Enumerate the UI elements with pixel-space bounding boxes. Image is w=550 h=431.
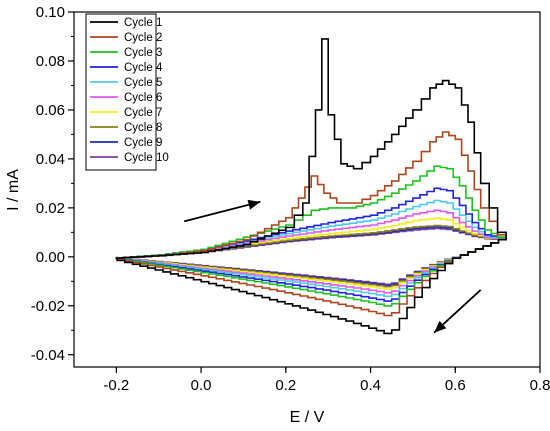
legend-label: Cycle 5 xyxy=(124,77,162,89)
series-curve-6 xyxy=(115,209,507,294)
legend-label: Cycle 2 xyxy=(124,32,162,44)
x-tick-label: 0.2 xyxy=(275,377,296,394)
y-tick-label: -0.02 xyxy=(31,298,65,315)
y-tick-label: 0.08 xyxy=(36,53,65,70)
y-tick-label: 0.06 xyxy=(36,102,65,119)
legend-label: Cycle 8 xyxy=(124,122,162,134)
legend-label: Cycle 3 xyxy=(124,47,162,59)
x-axis-title: E / V xyxy=(290,409,325,426)
sweep-arrow-shaft xyxy=(183,200,261,223)
x-tick-label: 0.0 xyxy=(191,377,212,394)
y-tick-label: 0.00 xyxy=(36,249,65,266)
series-curve-2 xyxy=(115,131,507,317)
sweep-arrow-head xyxy=(434,320,447,333)
x-axis: -0.2 0.0 0.2 0.4 0.6 0.8 xyxy=(103,367,550,394)
sweep-arrow-head xyxy=(247,199,261,210)
y-axis: -0.04 -0.02 0.00 0.02 0.04 0.06 0.08 0.10 xyxy=(31,4,74,364)
legend-label: Cycle 10 xyxy=(124,152,169,164)
x-tick-label: -0.2 xyxy=(103,377,129,394)
x-tick-label: 0.6 xyxy=(445,377,466,394)
legend-label: Cycle 6 xyxy=(124,92,162,104)
legend-label: Cycle 7 xyxy=(124,107,162,119)
series-curve-1 xyxy=(115,38,507,335)
legend-label: Cycle 1 xyxy=(124,17,162,29)
curve-layer xyxy=(115,38,507,335)
series-curve-5 xyxy=(115,199,507,298)
y-tick-label: 0.04 xyxy=(36,151,65,168)
y-tick-label: 0.10 xyxy=(36,4,65,21)
legend-label: Cycle 9 xyxy=(124,137,162,149)
x-tick-label: 0.8 xyxy=(530,377,550,394)
y-tick-label: -0.04 xyxy=(31,347,65,364)
plot-frame xyxy=(73,11,541,368)
legend: Cycle 1 Cycle 2 Cycle 3 Cycle 4 Cycle 5 Cycle… xyxy=(85,13,169,171)
legend-box xyxy=(85,13,157,171)
arrow-layer xyxy=(183,199,482,334)
x-tick-label: 0.4 xyxy=(360,377,381,394)
legend-label: Cycle 4 xyxy=(124,62,163,74)
series-curve-4 xyxy=(115,187,507,302)
y-axis-title: I / mA xyxy=(5,169,22,211)
y-tick-label: 0.02 xyxy=(36,200,65,217)
